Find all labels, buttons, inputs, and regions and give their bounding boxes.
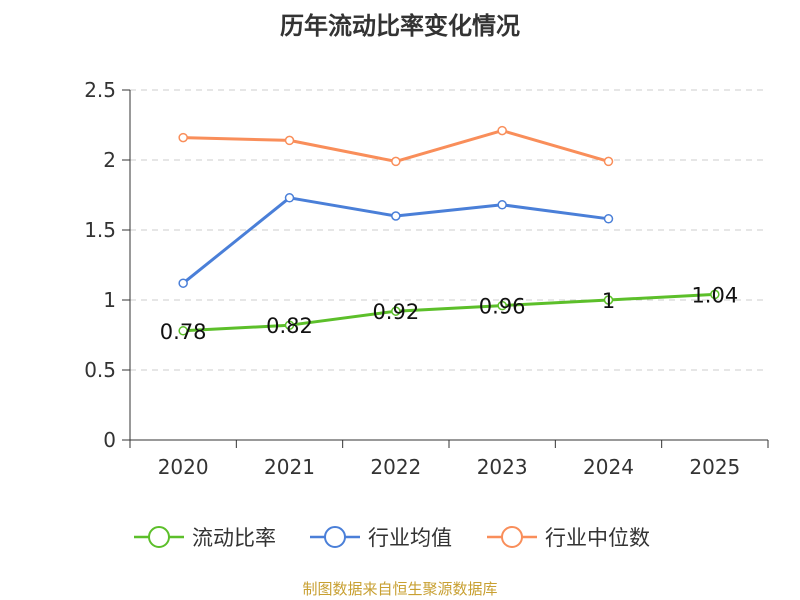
data-point: [391, 306, 401, 316]
data-point: [497, 200, 507, 210]
x-tick-label: 2022: [370, 455, 421, 479]
data-point: [603, 295, 614, 305]
data-point: [497, 300, 507, 311]
series-group: [178, 125, 720, 336]
legend-item[interactable]: 行业中位数: [487, 520, 650, 554]
chart-title: 历年流动比率变化情况: [280, 12, 520, 40]
data-label: 0.82: [266, 314, 313, 338]
grid-lines: [130, 89, 768, 371]
data-point: [178, 132, 188, 143]
data-point: [391, 211, 401, 221]
legend-label: 行业中位数: [545, 526, 650, 550]
y-tick-label: 1: [103, 288, 116, 312]
data-point: [391, 156, 401, 167]
legend-circle: [324, 526, 346, 548]
axes: 0 0.5 1 1.5 2 2.5 2020 2021 2022 2023 2024 2025: [84, 78, 769, 479]
legend-item[interactable]: 流动比率: [134, 520, 276, 554]
data-label: 0.78: [160, 320, 207, 344]
data-point: [284, 135, 295, 146]
legend-marker-icon: [134, 526, 184, 548]
x-tick-label: 2023: [477, 455, 528, 479]
legend-circle: [501, 526, 523, 548]
data-point: [284, 193, 295, 203]
series-line-0: [183, 292, 715, 333]
y-tick-label: 0.5: [84, 358, 116, 382]
legend-marker-icon: [310, 526, 360, 548]
legend-circle: [148, 526, 170, 548]
data-point: [603, 156, 614, 167]
data-point: [284, 320, 295, 330]
data-label: 0.92: [372, 300, 419, 324]
y-tick-label: 0: [103, 428, 116, 452]
x-tick-label: 2020: [158, 455, 209, 479]
y-tick-label: 1.5: [84, 218, 116, 242]
data-label: 1.04: [691, 283, 738, 307]
x-tick-label: 2024: [583, 455, 634, 479]
legend-item[interactable]: 行业均值: [310, 520, 452, 554]
data-point: [710, 289, 720, 300]
data-label: 1: [602, 289, 615, 313]
y-tick-label: 2: [103, 148, 116, 172]
data-point: [497, 125, 507, 136]
legend-label: 流动比率: [192, 526, 276, 550]
data-labels: 0.78 0.82 0.92 0.96 1 1.04: [160, 283, 738, 343]
x-tick-label: 2025: [689, 455, 740, 479]
x-tick-label: 2021: [264, 455, 315, 479]
series-line-1: [182, 196, 609, 285]
data-source-note: 制图数据来自恒生聚源数据库: [302, 580, 498, 598]
data-label: 0.96: [479, 295, 526, 319]
data-point: [603, 214, 614, 224]
y-tick-label: 2.5: [84, 78, 116, 102]
legend-label: 行业均值: [368, 526, 452, 550]
data-point: [178, 278, 188, 288]
legend-marker-icon: [487, 526, 537, 548]
data-point: [178, 326, 188, 336]
legend: 流动比率 行业均值 行业中位数: [0, 520, 800, 554]
